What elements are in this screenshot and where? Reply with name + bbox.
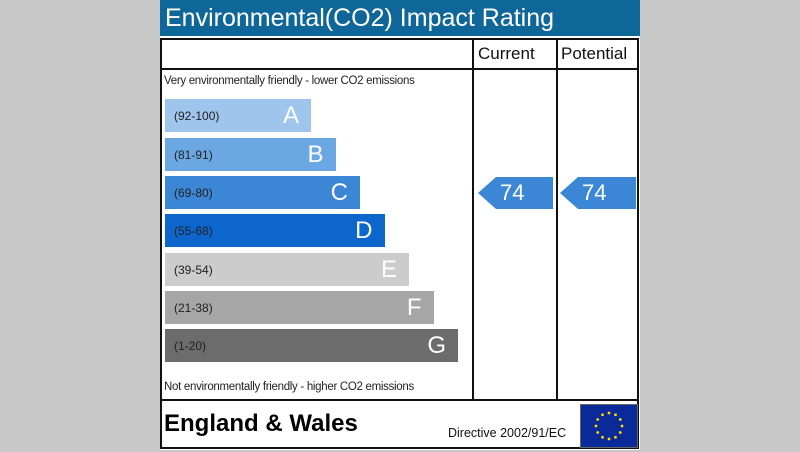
bottom-note: Not environmentally friendly - higher CO…	[164, 381, 414, 393]
band-range: (92-100)	[174, 109, 220, 123]
star-icon	[607, 411, 611, 415]
band-c: (69-80) C	[165, 176, 360, 209]
potential-rating-value: 74	[582, 180, 607, 205]
band-letter: E	[380, 256, 397, 283]
band-letter: F	[406, 294, 422, 321]
band-f: (21-38) F	[165, 291, 434, 324]
band-range: (55-68)	[174, 224, 213, 238]
star-icon	[614, 413, 617, 417]
country-label: England & Wales	[164, 410, 358, 437]
band-e: (39-54) E	[165, 253, 409, 286]
band-letter: G	[427, 332, 446, 359]
star-icon	[596, 431, 600, 434]
band-range: (39-54)	[174, 263, 213, 277]
band-letter: A	[282, 102, 299, 129]
band-range: (21-38)	[174, 301, 213, 315]
rating-table: Current Potential Very environmentally f…	[160, 38, 639, 449]
directive-label: Directive 2002/91/EC	[448, 426, 567, 440]
band-b: (81-91) B	[165, 138, 336, 171]
band-range: (1-20)	[174, 339, 207, 353]
divider	[162, 399, 637, 401]
current-header: Current	[478, 44, 535, 63]
potential-header: Potential	[561, 44, 628, 63]
star-icon	[596, 418, 600, 421]
chart-title: Environmental(CO2) Impact Rating	[160, 0, 640, 36]
band-letter: B	[307, 141, 324, 168]
band-range: (81-91)	[174, 148, 213, 162]
star-icon	[601, 413, 604, 417]
star-icon	[594, 424, 598, 428]
star-icon	[620, 424, 624, 428]
top-note: Very environmentally friendly - lower CO…	[164, 75, 415, 87]
star-icon	[618, 418, 622, 421]
eu-flag-icon	[580, 404, 638, 448]
band-letter: D	[355, 217, 373, 244]
co2-rating-panel: Environmental(CO2) Impact Rating Current…	[160, 0, 640, 450]
band-letter: C	[330, 179, 348, 206]
divider	[472, 40, 474, 401]
star-icon	[618, 431, 622, 434]
current-rating-value: 74	[500, 180, 525, 205]
band-range: (69-80)	[174, 186, 213, 200]
potential-rating-arrow: 74	[560, 177, 636, 209]
divider	[162, 68, 637, 70]
star-icon	[607, 437, 611, 441]
divider	[556, 40, 558, 401]
star-icon	[614, 435, 617, 439]
band-g: (1-20) G	[165, 329, 458, 362]
star-icon	[601, 435, 604, 439]
current-rating-arrow: 74	[478, 177, 553, 209]
band-d: (55-68) D	[165, 214, 385, 247]
band-a: (92-100) A	[165, 99, 311, 132]
